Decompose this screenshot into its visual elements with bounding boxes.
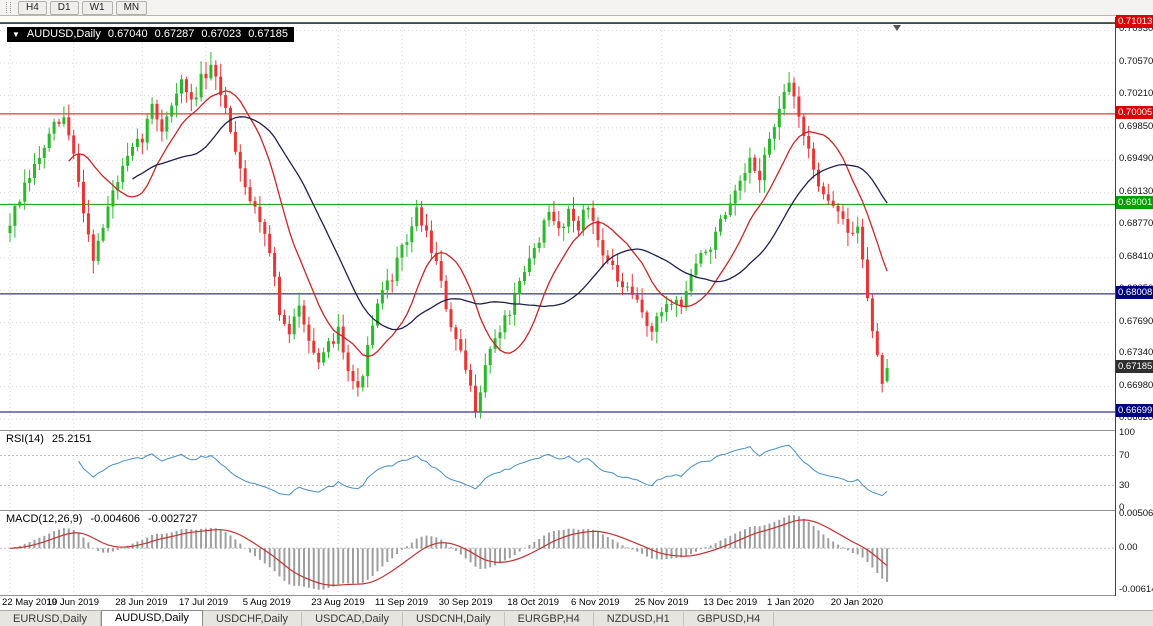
price-pane[interactable]: ▼ AUDUSD,Daily 0.67040 0.67287 0.67023 0… [0,22,1153,431]
timeframe-button-h4[interactable]: H4 [18,0,47,15]
price-badge-0.70005: 0.70005 [1116,105,1153,119]
price-label: 0.67690 [1119,315,1153,327]
collapse-icon[interactable]: ▼ [12,29,20,39]
date-label: 28 Jun 2019 [115,597,168,608]
tab-eurgbp-h4[interactable]: EURGBP,H4 [505,612,594,626]
price-label: 0.70570 [1119,55,1153,67]
rsi-axis-label: 100 [1119,427,1135,438]
macd-axis-label: 0.00 [1119,542,1138,554]
date-label: 20 Jan 2020 [830,597,883,608]
rsi-axis-label: 70 [1119,449,1130,461]
tab-eurusd-daily[interactable]: EURUSD,Daily [0,612,101,626]
price-label: 0.67340 [1119,347,1153,359]
open-price: 0.67040 [107,28,148,40]
price-badge-0.71013: 0.71013 [1116,15,1153,28]
rsi-axis-label: 0 [1119,502,1125,513]
price-label: 0.70930 [1119,23,1153,35]
date-label: 30 Sep 2019 [438,597,493,608]
date-label: 13 Dec 2019 [703,597,758,608]
tab-nzdusd-h1[interactable]: NZDUSD,H1 [594,612,684,626]
price-label: 0.69130 [1119,185,1153,197]
macd-axis-label: 0.00506 [1119,507,1153,519]
time-axis[interactable]: 22 May 2019 10 Jun 2019 28 Jun 2019 17 Jul … [0,596,1115,609]
timeframe-buttons: H4 D1 W1 MN [18,0,150,15]
macd-pane[interactable]: MACD(12,26,9) -0.004606 -0.002727 [0,511,1153,596]
timeframe-button-w1[interactable]: W1 [81,0,113,15]
rsi-axis-label: 30 [1119,479,1130,491]
high-price: 0.67287 [154,28,195,40]
chart-title: ▼ AUDUSD,Daily 0.67040 0.67287 0.67023 0… [7,27,294,42]
macd-chart-canvas[interactable] [0,511,1115,595]
price-label: 0.69850 [1119,120,1153,132]
low-price: 0.67023 [201,28,242,40]
rsi-label: RSI(14) [6,433,44,445]
price-chart-canvas[interactable] [0,23,1115,430]
tab-usdchf-daily[interactable]: USDCHF,Daily [203,612,303,626]
toolbar-grip-icon[interactable] [6,2,11,13]
symbol-title: AUDUSD,Daily [26,28,101,40]
chart-shift-marker-icon[interactable] [893,25,901,31]
date-label: 11 Sep 2019 [375,597,429,608]
rsi-chart-canvas[interactable] [0,431,1115,510]
tab-usdcad-daily[interactable]: USDCAD,Daily [302,612,404,626]
date-label: 5 Aug 2019 [242,597,291,608]
macd-label: MACD(12,26,9) [6,513,83,525]
price-badge-0.66699: 0.66699 [1116,403,1153,417]
date-label: 23 Aug 2019 [311,597,365,608]
price-label: 0.68410 [1119,250,1153,262]
macd-header: MACD(12,26,9) -0.004606 -0.002727 [6,513,198,525]
price-label: 0.66980 [1119,379,1153,391]
rsi-pane[interactable]: RSI(14) 25.2151 [0,431,1153,511]
macd-main-value: -0.004606 [90,513,140,525]
price-badge-0.68008: 0.68008 [1116,285,1153,299]
close-price: 0.67185 [248,28,288,40]
date-label: 25 Nov 2019 [634,597,689,608]
timeframe-button-d1[interactable]: D1 [49,0,79,15]
price-axis[interactable]: 0.70930 0.70570 0.70210 0.69850 0.69490 0.691… [1115,15,1153,596]
price-label: 0.70210 [1119,88,1153,100]
date-label: 17 Jul 2019 [179,597,229,608]
chart-tabs: EURUSD,Daily AUDUSD,Daily USDCHF,Daily USDC… [0,610,1153,626]
price-label: 0.66620 [1119,412,1153,424]
date-label: 6 Nov 2019 [571,597,620,608]
macd-axis-label: -0.00614 [1119,583,1153,595]
date-label: 18 Oct 2019 [507,597,560,608]
tab-audusd-daily[interactable]: AUDUSD,Daily [100,610,203,626]
timeframe-toolbar: H4 D1 W1 MN [0,0,1153,16]
rsi-header: RSI(14) 25.2151 [6,433,92,445]
price-badge-0.69001: 0.69001 [1116,196,1153,210]
tab-usdcnh-daily[interactable]: USDCNH,Daily [403,612,505,626]
price-label: 0.68770 [1119,218,1153,230]
price-label: 0.69490 [1119,153,1153,165]
date-label: 10 Jun 2019 [46,597,99,608]
timeframe-button-mn[interactable]: MN [115,0,148,15]
date-label: 1 Jan 2020 [767,597,815,608]
date-label: 22 May 2019 [2,597,57,608]
macd-signal-value: -0.002727 [147,513,198,525]
tab-gbpusd-h4[interactable]: GBPUSD,H4 [684,612,775,626]
rsi-value: 25.2151 [51,433,92,445]
price-badge-0.67185: 0.67185 [1116,360,1153,374]
